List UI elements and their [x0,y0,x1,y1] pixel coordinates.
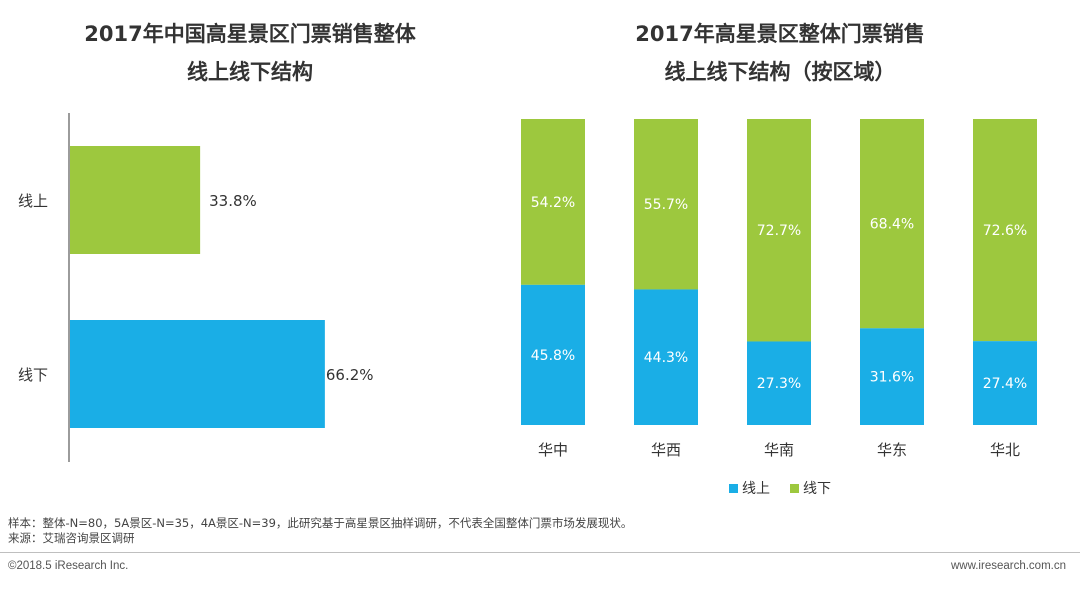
stacked-bar-online-segment [860,328,924,425]
left-value-label: 33.8% [209,192,257,210]
right-chart-title: 2017年高星景区整体门票销售 线上线下结构（按区域） [520,15,1040,91]
offline-data-label: 72.7% [757,223,801,239]
offline-data-label: 55.7% [644,197,688,213]
right-chart-title-line1: 2017年高星景区整体门票销售 [635,22,925,46]
online-data-label: 31.6% [870,370,914,386]
copyright-text: ©2018.5 iResearch Inc. [8,560,129,572]
legend-offline-swatch [790,484,799,493]
legend-online-label: 线上 [742,481,770,497]
left-bar-online [70,146,201,254]
legend-online-swatch [729,484,738,493]
stacked-bar-online-segment [521,284,585,425]
left-category-label: 线上 [18,192,48,210]
left-chart-title: 2017年中国高星景区门票销售整体 线上线下结构 [20,15,480,91]
stacked-bar-offline-segment [973,119,1037,342]
region-tick-label: 华南 [764,441,794,459]
left-value-label: 66.2% [326,366,374,384]
online-data-label: 27.3% [757,376,801,392]
stacked-bar-offline-segment [634,119,698,290]
stacked-bar-offline-segment [747,119,811,342]
left-bar-offline [70,320,325,428]
footer-divider [0,552,1080,553]
right-chart-title-line2: 线上线下结构（按区域） [664,60,896,84]
sample-note: 样本：整体-N=80，5A景区-N=35，4A景区-N=39，此研究基于高星景区… [8,516,633,530]
source-note: 来源：艾瑞咨询景区调研 [8,531,135,545]
left-chart-title-line1: 2017年中国高星景区门票销售整体 [84,22,416,46]
region-tick-label: 华北 [990,441,1020,459]
offline-data-label: 68.4% [870,217,914,233]
left-chart-title-line2: 线上线下结构 [187,60,313,84]
online-data-label: 45.8% [531,348,575,364]
legend-offline-label: 线下 [803,481,831,497]
region-tick-label: 华中 [538,441,568,459]
stacked-bar-online-segment [634,289,698,425]
stacked-bar-online-segment [973,341,1037,425]
region-tick-label: 华东 [877,441,907,459]
stacked-bar-offline-segment [521,119,585,285]
stacked-bar-offline-segment [860,119,924,329]
offline-data-label: 54.2% [531,195,575,211]
region-tick-label: 华西 [651,441,681,459]
online-data-label: 27.4% [983,376,1027,392]
offline-data-label: 72.6% [983,223,1027,239]
left-category-label: 线下 [18,366,48,384]
website-link[interactable]: www.iresearch.com.cn [950,560,1066,572]
online-data-label: 44.3% [644,350,688,366]
stacked-bar-online-segment [747,341,811,425]
